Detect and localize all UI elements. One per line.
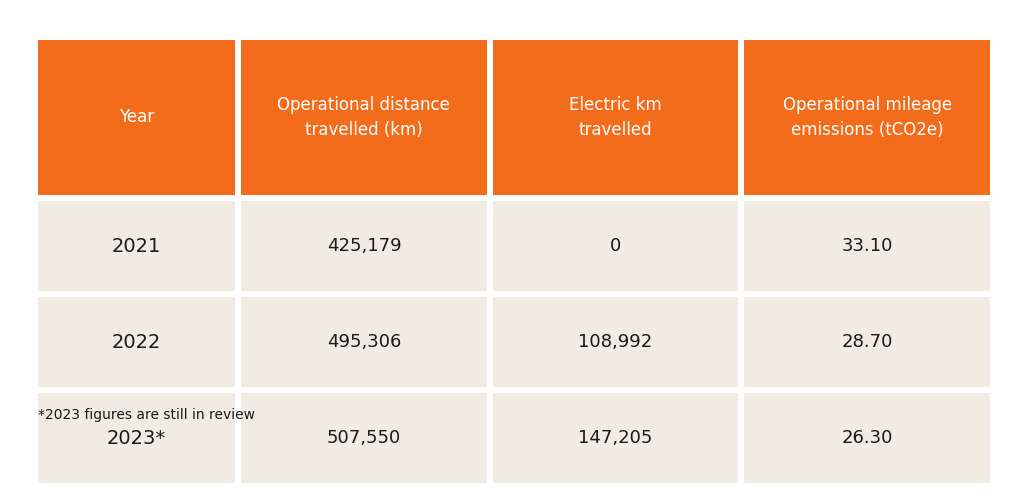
- Text: 0: 0: [610, 237, 622, 255]
- Text: 26.30: 26.30: [842, 429, 893, 447]
- Bar: [38, 40, 236, 195]
- Text: 495,306: 495,306: [327, 333, 401, 351]
- Bar: [38, 201, 236, 291]
- Bar: [241, 201, 486, 291]
- Bar: [493, 40, 738, 195]
- Bar: [241, 297, 486, 387]
- Text: 33.10: 33.10: [842, 237, 893, 255]
- Text: 425,179: 425,179: [327, 237, 401, 255]
- Bar: [493, 201, 738, 291]
- Bar: [38, 297, 236, 387]
- Text: Electric km
travelled: Electric km travelled: [569, 96, 662, 139]
- Text: Year: Year: [119, 108, 154, 127]
- Bar: [744, 297, 990, 387]
- Text: 2021: 2021: [112, 237, 161, 255]
- Text: 2022: 2022: [112, 332, 161, 351]
- Bar: [241, 393, 486, 483]
- Bar: [493, 297, 738, 387]
- Text: *2023 figures are still in review: *2023 figures are still in review: [38, 408, 255, 422]
- Text: 108,992: 108,992: [579, 333, 652, 351]
- Bar: [493, 393, 738, 483]
- Bar: [38, 393, 236, 483]
- Text: 28.70: 28.70: [842, 333, 893, 351]
- Bar: [241, 40, 486, 195]
- Bar: [744, 40, 990, 195]
- Bar: [744, 201, 990, 291]
- Text: 147,205: 147,205: [579, 429, 652, 447]
- Text: Operational mileage
emissions (tCO2e): Operational mileage emissions (tCO2e): [782, 96, 951, 139]
- Text: 2023*: 2023*: [106, 428, 166, 447]
- Bar: [744, 393, 990, 483]
- Text: Operational distance
travelled (km): Operational distance travelled (km): [278, 96, 451, 139]
- Text: 507,550: 507,550: [327, 429, 401, 447]
